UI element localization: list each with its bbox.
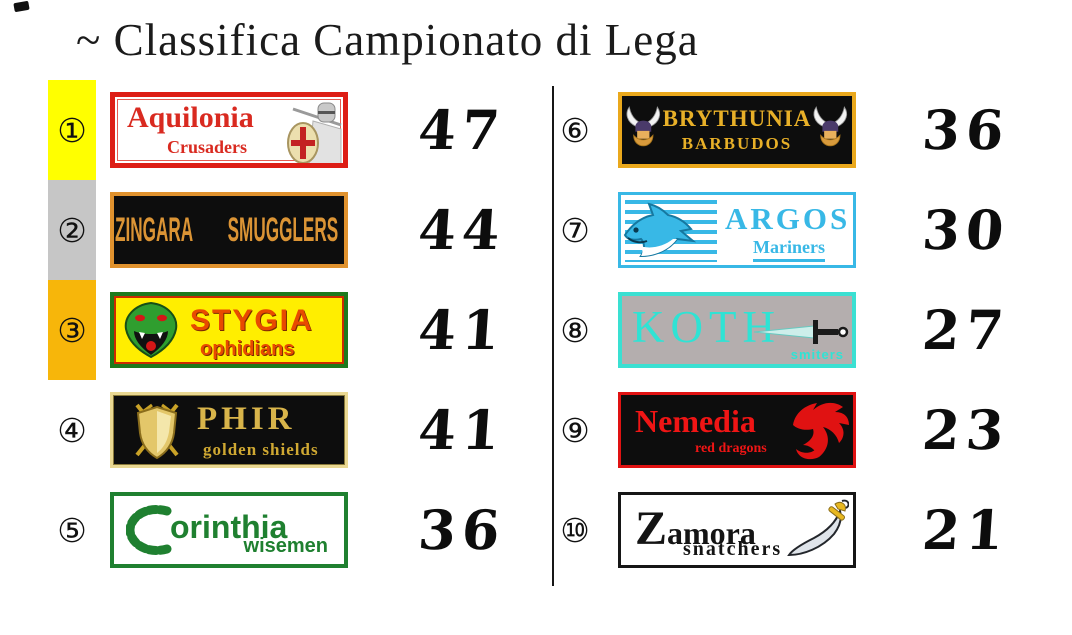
rank-badge: ⑤: [57, 510, 87, 550]
team-name: ARGOS: [725, 201, 851, 236]
corner-mark: [13, 0, 30, 13]
laurel-wreath-icon: [126, 505, 172, 555]
shield-crossed-swords-icon: [135, 403, 179, 460]
team-subtitle: Crusaders: [167, 137, 247, 157]
rank-badge: ⑧: [560, 310, 590, 350]
team-logo-phir-golden-shields: PHIR golden shields: [110, 392, 348, 468]
team-subtitle: snatchers: [683, 538, 783, 560]
standings-row-2: ② ZINGARA SMUGGLERS 44: [0, 180, 1072, 280]
standings-row-3: ③ STYGIA ophidians 41: [0, 280, 1072, 380]
points-value: 27: [920, 298, 1012, 362]
rank-badge: ⑥: [560, 110, 590, 150]
medal-strip-silver: [48, 180, 96, 280]
team-subtitle: wisemen: [243, 535, 328, 557]
standings-row-5: ⑤ orinthia wisemen 36: [0, 480, 1072, 580]
medal-strip-bronze: [48, 280, 96, 380]
team-logo-koth-smiters: KOTH smiters: [618, 292, 856, 368]
team-subtitle: ophidians: [200, 338, 295, 360]
points-value: 36: [920, 98, 1012, 162]
red-dragon-icon: [793, 402, 849, 460]
team-name: PHIR: [197, 401, 296, 437]
team-subtitle: golden shields: [203, 440, 319, 459]
rank-badge: ⑩: [560, 510, 590, 550]
snake-head-icon: [124, 301, 178, 359]
rank-badge: ⑦: [560, 210, 590, 250]
team-logo-nemedia-red-dragons: Nemedia red dragons: [618, 392, 856, 468]
crusader-knight-icon: [287, 102, 342, 163]
standings-row-9: ⑨ Nemedia red dragons 23: [0, 380, 1072, 480]
team-logo-brythunia-barbudos: BRYTHUNIA BARBUDOS: [618, 92, 856, 168]
team-subtitle: Mariners: [753, 237, 825, 262]
rank-badge: ③: [57, 310, 87, 350]
column-divider: [552, 86, 554, 586]
page-title: ~ Classifica Campionato di Lega: [76, 15, 699, 65]
points-value: 23: [920, 398, 1012, 462]
team-subtitle: SMUGGLERS: [227, 209, 339, 249]
medal-strip-gold: [48, 80, 96, 180]
team-logo-stygia-ophidians: STYGIA ophidians: [110, 292, 348, 368]
team-subtitle: BARBUDOS: [681, 134, 793, 153]
team-logo-zingara-smugglers: ZINGARA SMUGGLERS: [110, 192, 348, 268]
rank-badge: ①: [57, 110, 87, 150]
points-value: 30: [920, 198, 1012, 262]
team-logo-aquilonia-crusaders: Aquilonia Crusaders: [110, 92, 348, 168]
shark-icon: [623, 202, 697, 258]
team-name: Zamora: [635, 502, 756, 555]
standings-row-8: ⑧ KOTH smiters 27: [0, 280, 1072, 380]
team-name: KOTH: [632, 302, 781, 352]
team-logo-corinthia-wisemen: orinthia wisemen: [110, 492, 348, 568]
rank-badge: ④: [57, 410, 87, 450]
standings-row-4: ④ PHIR golden shields 41: [0, 380, 1072, 480]
team-logo-zamora-snatchers: Zamora snatchers: [618, 492, 856, 568]
standings-row-6: ⑥ BRYTHUNIA BARBUDOS 36: [0, 80, 1072, 180]
team-subtitle: red dragons: [695, 441, 767, 456]
team-name: orinthia: [170, 509, 288, 545]
team-logo-argos-mariners: ARGOS Mariners: [618, 192, 856, 268]
curved-dagger-icon: [787, 499, 849, 557]
team-name: STYGIA: [190, 304, 314, 337]
sword-icon: [753, 320, 849, 344]
points-value: 21: [920, 498, 1012, 562]
standings-row-7: ⑦ ARGOS Mariners 30: [0, 180, 1072, 280]
team-name: ZINGARA: [115, 209, 194, 249]
viking-head-icon: [626, 106, 661, 147]
team-name: Nemedia: [635, 403, 756, 439]
rank-badge: ②: [57, 210, 87, 250]
team-name: BRYTHUNIA: [662, 106, 812, 131]
viking-head-icon: [813, 106, 848, 147]
team-subtitle: smiters: [790, 347, 844, 362]
standings-row-1: ① Aquilonia Crusaders 47: [0, 80, 1072, 180]
team-name: Aquilonia: [127, 101, 254, 134]
rank-badge: ⑨: [560, 410, 590, 450]
standings-row-10: ⑩ Zamora snatchers 21: [0, 480, 1072, 580]
